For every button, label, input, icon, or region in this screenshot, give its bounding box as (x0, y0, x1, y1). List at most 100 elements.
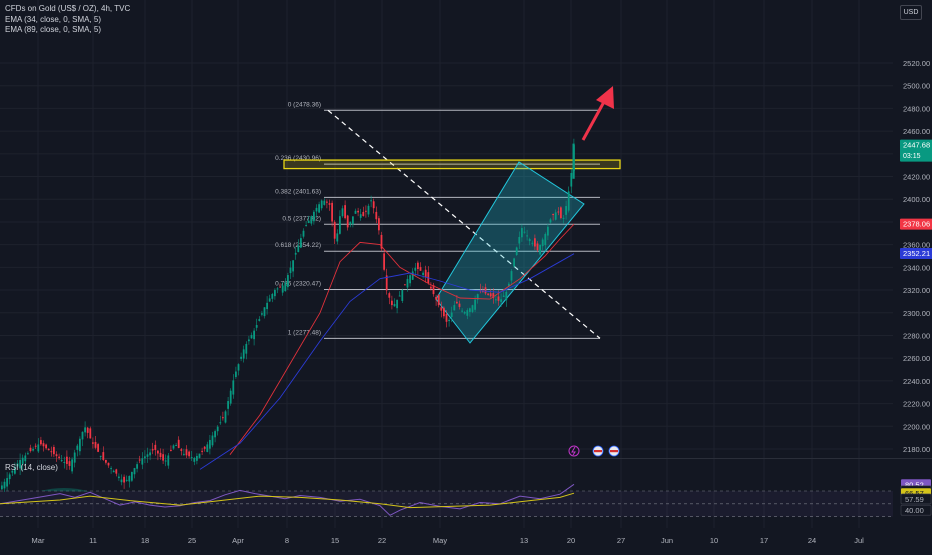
candle-body (570, 172, 573, 187)
price-tick-label: 2420.00 (903, 173, 930, 182)
candle-body (406, 278, 409, 288)
candle-body (341, 208, 344, 217)
candle-body (554, 212, 557, 220)
candle-body (235, 371, 237, 378)
ema89-legend[interactable]: EMA (89, close, 0, SMA, 5) (5, 25, 102, 34)
candle-body (372, 201, 375, 209)
candle-body (297, 245, 300, 253)
candle-body (63, 462, 66, 464)
target-arrow-shaft (581, 99, 607, 141)
price-tick-label: 2500.00 (903, 82, 930, 91)
candle-body (469, 308, 471, 312)
price-axis[interactable]: 2180.00 2200.00 2220.00 2240.00 2260.00 2280.… (900, 59, 932, 454)
candle-body (120, 479, 123, 483)
candle-body (112, 470, 115, 473)
candle-body (383, 253, 385, 270)
rsi-label-bg (900, 504, 932, 516)
candle-body (547, 226, 549, 236)
candle-body (58, 456, 60, 459)
candle-body (437, 294, 440, 306)
candle-body (115, 469, 118, 474)
candle-body (393, 304, 396, 307)
candle-body (271, 293, 274, 299)
resistance-zone (283, 159, 621, 170)
fib-level-label: 1 (2277.48) (288, 329, 321, 336)
candle-body (287, 275, 289, 288)
candle-body (92, 442, 94, 444)
price-tick-label: 2320.00 (903, 286, 930, 295)
ema-line-fast (229, 223, 575, 455)
candle-body (375, 211, 378, 220)
price-tick-label: 2260.00 (903, 354, 930, 363)
candle-body (94, 441, 97, 448)
candle-body (328, 203, 331, 205)
time-tick-label: 11 (89, 536, 97, 545)
symbol-title[interactable]: CFDs on Gold (US$ / OZ), 4h, TVC (5, 4, 131, 13)
candle-body (203, 446, 206, 449)
candle-body (346, 215, 349, 228)
ascending-channel (435, 161, 585, 344)
candle-body (352, 216, 354, 225)
fib-level-label: 0 (2478.36) (288, 101, 321, 108)
candle-body (487, 293, 489, 295)
time-tick-label: 10 (710, 536, 718, 545)
candle-body (326, 201, 328, 203)
fib-retracement[interactable]: 0 (2478.36) 0.236 (2430.96) 0.382 (2401.63… (275, 101, 600, 339)
candle-body (118, 476, 120, 479)
candle-body (261, 313, 263, 315)
chart-legend: CFDs on Gold (US$ / OZ), 4h, TVC EMA (34… (5, 4, 130, 36)
time-tick-label: 8 (285, 536, 289, 545)
candle-body (240, 356, 242, 359)
candle-body (183, 453, 185, 455)
candle-body (154, 444, 157, 450)
candle-body (461, 310, 463, 312)
candle-body (419, 267, 422, 271)
candle-body (34, 445, 37, 447)
last-candle (572, 143, 575, 179)
candle-body (268, 298, 271, 302)
candle-body (27, 453, 29, 455)
candle-body (292, 260, 294, 272)
candle-body (206, 444, 209, 452)
candle-body (531, 242, 534, 244)
candle-body (136, 464, 138, 469)
candle-body (430, 286, 432, 289)
candle-body (128, 475, 131, 482)
candle-body (32, 448, 34, 451)
price-tick-label: 2460.00 (903, 127, 930, 136)
candle-body (219, 422, 222, 424)
candle-body (560, 207, 562, 219)
candle-body (565, 206, 567, 215)
time-tick-label: 18 (141, 536, 149, 545)
time-axis[interactable]: Mar 11 18 25 Apr 8 15 22 May 13 20 27 Jun 10 17 24 Jul (32, 536, 865, 545)
candle-body (315, 207, 318, 212)
candle-body (508, 283, 510, 287)
candle-body (55, 454, 58, 457)
price-tick-label: 2220.00 (903, 400, 930, 409)
candle-body (11, 470, 14, 473)
candle-body (391, 300, 393, 306)
event-icons[interactable] (568, 445, 620, 457)
candle-body (526, 235, 528, 237)
candle-body (489, 293, 492, 297)
candle-body (180, 449, 183, 451)
rsi-legend[interactable]: RSI (14, close) (5, 463, 58, 472)
candle-body (513, 258, 515, 267)
candle-body (523, 231, 526, 233)
price-label: 2378.06 (903, 220, 930, 229)
candle-body (198, 453, 201, 458)
candle-body (500, 299, 502, 302)
candle-body (497, 296, 500, 301)
candle-body (409, 275, 411, 284)
drawings[interactable] (283, 86, 621, 344)
candle-body (300, 238, 302, 248)
candle-body (170, 449, 172, 451)
candle-body (279, 286, 281, 288)
ema34-legend[interactable]: EMA (34, close, 0, SMA, 5) (5, 14, 102, 24)
currency-button[interactable]: USD (900, 5, 922, 20)
candle-body (518, 236, 521, 244)
candle-body (258, 319, 261, 321)
